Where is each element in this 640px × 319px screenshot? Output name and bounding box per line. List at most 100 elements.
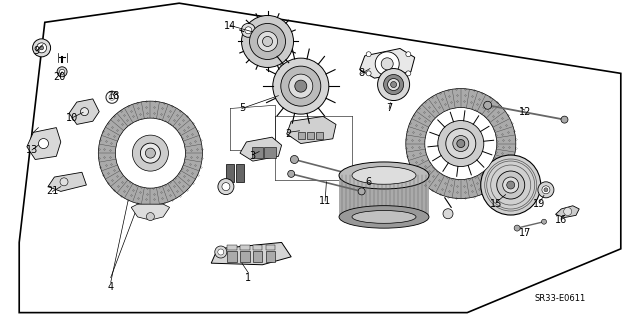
- Circle shape: [366, 52, 371, 57]
- Circle shape: [38, 138, 49, 149]
- Text: 4: 4: [108, 282, 114, 292]
- Circle shape: [358, 174, 365, 181]
- Text: 11: 11: [319, 196, 332, 206]
- Polygon shape: [360, 48, 415, 78]
- Text: 2: 2: [285, 129, 291, 139]
- Bar: [307, 132, 314, 139]
- Circle shape: [541, 219, 547, 224]
- Circle shape: [40, 46, 44, 50]
- Circle shape: [406, 71, 411, 76]
- Circle shape: [273, 58, 329, 114]
- Circle shape: [406, 52, 411, 57]
- Text: 15: 15: [490, 199, 502, 209]
- Circle shape: [406, 89, 516, 198]
- Ellipse shape: [339, 162, 429, 189]
- Circle shape: [378, 69, 410, 100]
- Circle shape: [218, 179, 234, 195]
- Circle shape: [99, 101, 202, 205]
- Circle shape: [218, 249, 224, 255]
- Text: 7: 7: [386, 103, 392, 114]
- Circle shape: [132, 135, 168, 171]
- Polygon shape: [27, 128, 61, 160]
- Circle shape: [484, 101, 492, 109]
- Bar: [253, 251, 262, 262]
- Circle shape: [375, 52, 399, 76]
- Text: 10: 10: [65, 113, 78, 123]
- Circle shape: [60, 178, 68, 186]
- Circle shape: [295, 80, 307, 92]
- Text: 9: 9: [33, 46, 40, 56]
- Bar: [266, 245, 275, 250]
- Text: 17: 17: [518, 228, 531, 238]
- Circle shape: [457, 139, 465, 148]
- Circle shape: [109, 94, 115, 100]
- Circle shape: [262, 36, 273, 47]
- Circle shape: [57, 67, 67, 77]
- Text: SR33-E0611: SR33-E0611: [534, 294, 586, 303]
- Circle shape: [438, 121, 484, 167]
- Circle shape: [36, 43, 47, 53]
- Text: 21: 21: [46, 186, 59, 197]
- Polygon shape: [556, 206, 579, 218]
- Ellipse shape: [339, 206, 429, 228]
- Text: 18: 18: [108, 91, 120, 101]
- Text: 12: 12: [518, 107, 531, 117]
- Text: 1: 1: [245, 272, 252, 283]
- Bar: [240, 251, 250, 262]
- Bar: [339, 175, 429, 217]
- Circle shape: [446, 129, 476, 159]
- Polygon shape: [19, 3, 621, 313]
- Circle shape: [289, 74, 313, 98]
- Bar: [252, 147, 263, 158]
- Circle shape: [106, 91, 118, 103]
- Polygon shape: [287, 116, 336, 144]
- Circle shape: [514, 225, 520, 231]
- Circle shape: [564, 207, 572, 216]
- Text: 14: 14: [224, 20, 237, 31]
- Circle shape: [443, 209, 453, 219]
- Bar: [236, 164, 244, 182]
- Polygon shape: [211, 242, 291, 265]
- Text: 16: 16: [555, 215, 568, 225]
- Circle shape: [257, 32, 278, 51]
- Circle shape: [503, 177, 519, 193]
- Circle shape: [241, 23, 255, 37]
- Circle shape: [222, 182, 230, 191]
- Text: 20: 20: [53, 71, 66, 82]
- Bar: [298, 132, 305, 139]
- Circle shape: [60, 69, 65, 74]
- Bar: [240, 245, 250, 250]
- Circle shape: [358, 188, 365, 195]
- Circle shape: [215, 246, 227, 258]
- Circle shape: [544, 188, 548, 192]
- Circle shape: [250, 24, 285, 59]
- Circle shape: [497, 171, 525, 199]
- Circle shape: [366, 71, 371, 76]
- Circle shape: [122, 125, 179, 181]
- Text: 3: 3: [250, 151, 256, 161]
- Bar: [266, 251, 275, 262]
- Polygon shape: [69, 99, 99, 124]
- Text: 8: 8: [358, 68, 365, 78]
- Circle shape: [33, 39, 51, 57]
- Circle shape: [291, 155, 298, 164]
- Circle shape: [425, 108, 497, 180]
- Text: 5: 5: [239, 103, 245, 114]
- Text: 13: 13: [26, 145, 38, 155]
- Circle shape: [538, 182, 554, 198]
- Circle shape: [245, 27, 252, 34]
- Bar: [264, 147, 276, 158]
- Text: 19: 19: [533, 199, 546, 209]
- Circle shape: [507, 181, 515, 189]
- Circle shape: [381, 58, 393, 70]
- Bar: [226, 164, 234, 182]
- Circle shape: [288, 170, 294, 177]
- Circle shape: [241, 15, 294, 68]
- Circle shape: [481, 155, 541, 215]
- Circle shape: [140, 143, 161, 163]
- Bar: [316, 132, 323, 139]
- Circle shape: [561, 116, 568, 123]
- Circle shape: [453, 136, 468, 152]
- Polygon shape: [240, 137, 282, 161]
- Circle shape: [115, 118, 186, 188]
